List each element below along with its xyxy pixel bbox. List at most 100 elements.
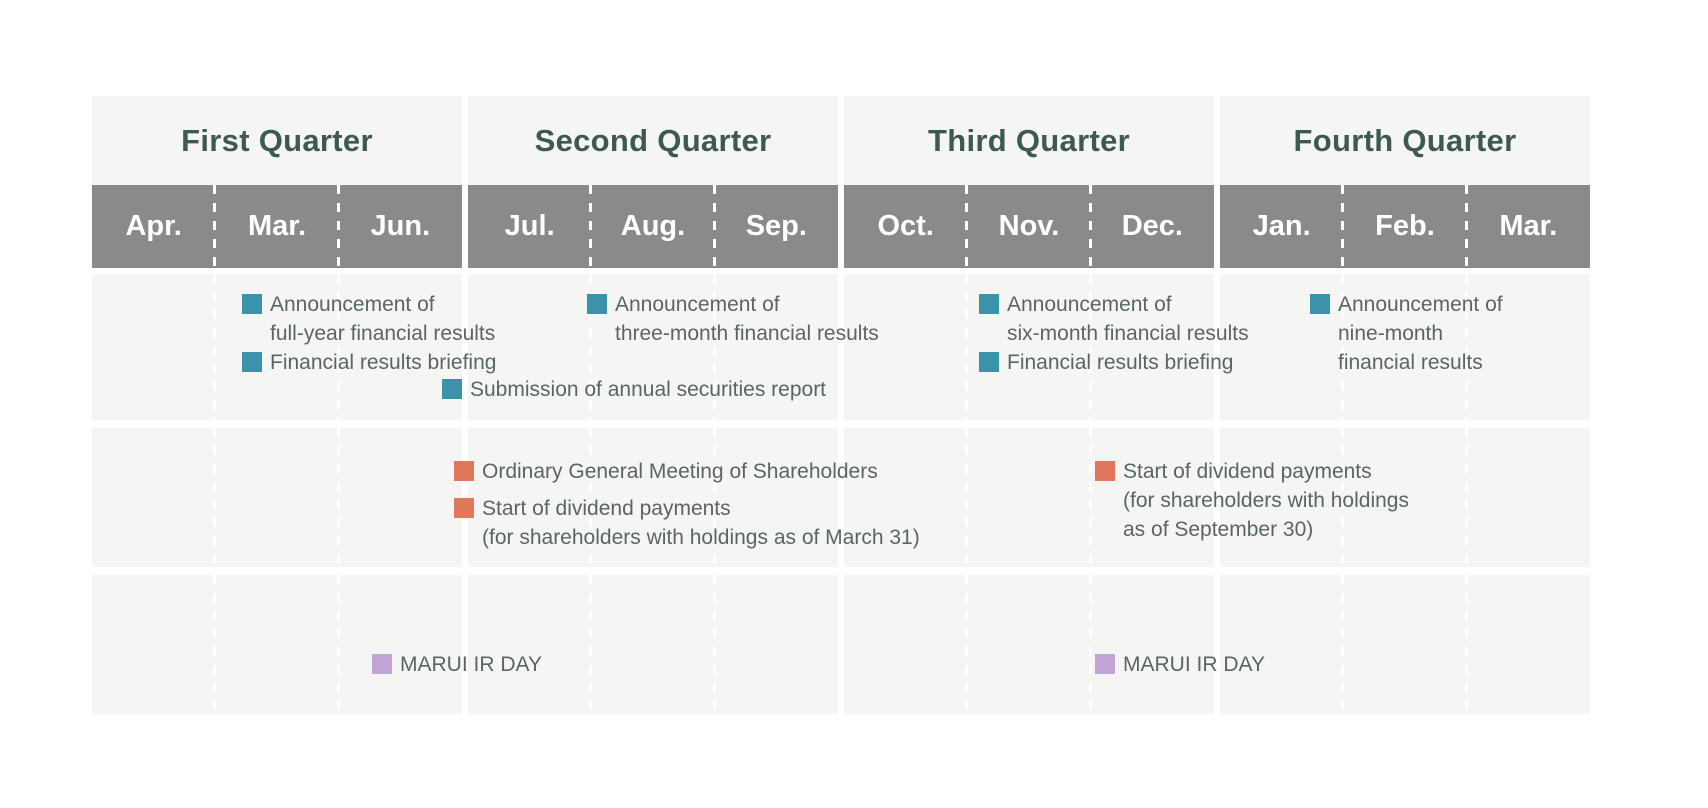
month-label: Dec.: [1121, 210, 1183, 242]
financial-results-marker-icon: [242, 352, 262, 372]
month-separator: [1088, 575, 1092, 714]
month-separator: [1088, 274, 1092, 420]
month-separator: [965, 185, 969, 268]
body-cell: [468, 428, 838, 567]
month-label: Mar.: [1499, 210, 1558, 242]
month-group-q4: Jan. Feb. Mar.: [1220, 185, 1590, 268]
month-label: Nov.: [998, 210, 1060, 242]
event-line-text: Submission of annual securities report: [470, 378, 827, 401]
ir-calendar: First Quarter Second Quarter Third Quart…: [92, 96, 1590, 714]
event-q4-financial-results: Announcement of nine-month financial res…: [1310, 290, 1503, 377]
month-group-q3: Oct. Nov. Dec.: [844, 185, 1214, 268]
month-label: Aug.: [620, 210, 686, 242]
event-line-text: Announcement of: [615, 293, 780, 316]
body-cell: [1220, 428, 1590, 567]
event-line-text: Start of dividend payments: [1123, 460, 1372, 483]
month-label: Sep.: [745, 210, 807, 242]
month-group-q2: Jul. Aug. Sep.: [468, 185, 838, 268]
financial-results-marker-icon: [1310, 294, 1330, 314]
event-annual-securities-report: Submission of annual securities report: [442, 375, 826, 404]
month-separator: [336, 185, 340, 268]
event-q3-dividend: Start of dividend payments (for sharehol…: [1095, 457, 1409, 544]
month-separator: [336, 428, 340, 567]
month-label: Jun.: [370, 210, 431, 242]
body-cell: [468, 274, 838, 420]
event-line-text: full-year financial results: [270, 322, 496, 345]
event-line-text: Announcement of: [1338, 293, 1503, 316]
month-separator: [1464, 575, 1468, 714]
month-separator: [1464, 185, 1468, 268]
dividend-marker-icon: [454, 498, 474, 518]
event-line-text: three-month financial results: [615, 322, 879, 345]
month-label: Jul.: [504, 210, 555, 242]
month-separator: [1088, 185, 1092, 268]
month-separator: [712, 185, 716, 268]
quarter-title-row: First Quarter Second Quarter Third Quart…: [92, 96, 1590, 185]
event-line-text: nine-month: [1338, 322, 1444, 345]
row-ir-events: [92, 575, 1590, 714]
body-cell: [1220, 274, 1590, 420]
month-label: Apr.: [125, 210, 182, 242]
event-q3-financial-results: Announcement of six-month financial resu…: [979, 290, 1249, 377]
month-separator: [336, 575, 340, 714]
event-marui-ir-day-june: MARUI IR DAY: [372, 650, 542, 679]
event-q2-financial-results: Announcement of three-month financial re…: [587, 290, 879, 348]
quarter-title-second: Second Quarter: [468, 96, 838, 185]
month-separator: [589, 274, 593, 420]
financial-results-marker-icon: [587, 294, 607, 314]
month-separator: [712, 575, 716, 714]
month-separator: [1464, 428, 1468, 567]
month-separator: [1341, 185, 1345, 268]
month-separator: [1464, 274, 1468, 420]
month-group-q1: Apr. Mar. Jun.: [92, 185, 462, 268]
financial-results-marker-icon: [442, 379, 462, 399]
event-line-text: Ordinary General Meeting of Shareholders: [482, 460, 878, 483]
row-financial-results: [92, 274, 1590, 420]
row-dividend-events: [92, 428, 1590, 567]
month-separator: [213, 428, 217, 567]
event-q1-financial-results: Announcement of full-year financial resu…: [242, 290, 496, 377]
quarter-title-third: Third Quarter: [844, 96, 1214, 185]
month-separator: [589, 575, 593, 714]
month-separator: [1341, 428, 1345, 567]
body-cell: [92, 575, 462, 714]
event-line-text: MARUI IR DAY: [1123, 653, 1265, 676]
body-cell: [1220, 575, 1590, 714]
event-shareholders-meeting-and-dividend: Ordinary General Meeting of Shareholders…: [454, 457, 920, 552]
month-separator: [712, 428, 716, 567]
body-cell: [844, 575, 1214, 714]
dividend-marker-icon: [1095, 461, 1115, 481]
month-separator: [965, 575, 969, 714]
event-line-text: (for shareholders with holdings as of Ma…: [482, 526, 920, 549]
quarter-title-first: First Quarter: [92, 96, 462, 185]
month-separator: [336, 274, 340, 420]
month-label: Mar.: [247, 210, 306, 242]
body-cell: [92, 428, 462, 567]
event-line-text: Financial results briefing: [270, 351, 497, 374]
month-label: Jan.: [1252, 210, 1311, 242]
month-separator: [213, 575, 217, 714]
month-label: Feb.: [1375, 210, 1435, 242]
month-separator: [712, 274, 716, 420]
body-cell: [844, 428, 1214, 567]
month-label: Oct.: [877, 210, 934, 242]
event-line-text: (for shareholders with holdings: [1123, 489, 1409, 512]
calendar-body: Announcement of full-year financial resu…: [92, 274, 1590, 714]
quarter-title-fourth: Fourth Quarter: [1220, 96, 1590, 185]
month-separator: [589, 185, 593, 268]
financial-results-marker-icon: [242, 294, 262, 314]
month-separator: [1341, 274, 1345, 420]
month-separator: [589, 428, 593, 567]
event-marui-ir-day-december: MARUI IR DAY: [1095, 650, 1265, 679]
month-separator: [965, 274, 969, 420]
month-separator: [1341, 575, 1345, 714]
financial-results-marker-icon: [979, 294, 999, 314]
financial-results-marker-icon: [979, 352, 999, 372]
event-line-text: as of September 30): [1123, 518, 1314, 541]
event-line-text: financial results: [1338, 351, 1483, 374]
event-line-text: Announcement of: [270, 293, 435, 316]
month-separator: [1088, 428, 1092, 567]
body-cell: [844, 274, 1214, 420]
event-line-text: Start of dividend payments: [482, 497, 731, 520]
month-header-row: Apr. Mar. Jun. Jul. Aug. Sep. Oct. Nov. …: [92, 185, 1590, 268]
